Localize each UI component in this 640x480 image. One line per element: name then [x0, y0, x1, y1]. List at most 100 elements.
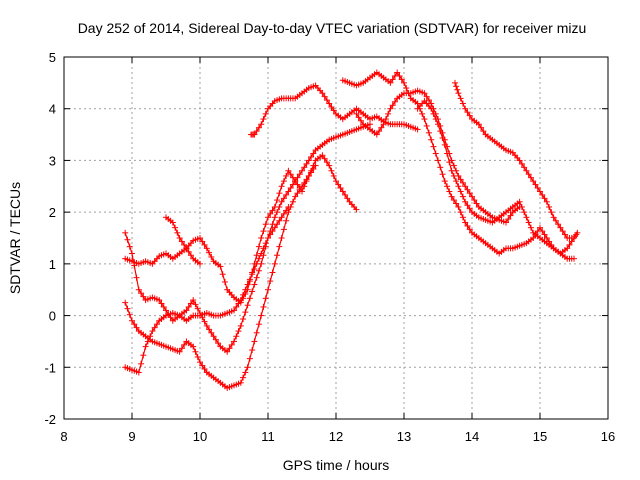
data-point-marker	[299, 183, 305, 190]
data-point-marker	[421, 116, 428, 123]
data-point-marker	[287, 185, 294, 192]
data-point-marker	[296, 171, 303, 178]
data-point-marker	[546, 203, 553, 210]
data-point-marker	[459, 193, 466, 200]
y-tick-label: 3	[49, 153, 56, 168]
data-point-marker	[287, 171, 294, 178]
x-tick-label: 12	[329, 429, 343, 444]
data-point-marker	[262, 221, 269, 228]
data-point-marker	[285, 167, 292, 174]
data-point-marker	[201, 366, 208, 373]
data-point-marker	[278, 214, 285, 221]
data-point-marker	[448, 193, 455, 200]
data-point-marker	[525, 219, 532, 226]
data-point-marker	[124, 236, 131, 243]
data-point-marker	[464, 202, 471, 209]
data-point-marker	[138, 360, 145, 367]
data-point-marker	[450, 197, 457, 204]
data-point-marker	[446, 188, 453, 195]
data-point-marker	[419, 110, 426, 117]
data-point-marker	[574, 229, 581, 236]
data-point-marker	[430, 110, 437, 117]
data-point-marker	[262, 240, 269, 247]
data-point-marker	[172, 224, 179, 231]
data-point-marker	[151, 324, 158, 331]
data-point-marker	[240, 291, 247, 298]
data-point-marker	[276, 217, 283, 224]
data-point-marker	[265, 286, 271, 293]
data-point-marker	[335, 181, 342, 188]
series-line	[417, 100, 575, 255]
data-point-marker	[310, 166, 317, 173]
data-point-marker	[244, 364, 251, 371]
data-point-marker	[462, 183, 469, 190]
data-point-marker	[242, 286, 249, 293]
data-point-marker	[249, 288, 256, 295]
series-s1	[122, 152, 360, 306]
data-point-marker	[330, 107, 337, 114]
data-point-marker	[233, 333, 240, 340]
data-point-marker	[464, 186, 471, 193]
data-point-marker	[455, 90, 462, 97]
data-point-marker	[271, 214, 278, 221]
data-point-marker	[258, 121, 265, 128]
data-point-marker	[185, 248, 192, 255]
data-point-marker	[192, 348, 199, 355]
data-point-marker	[414, 126, 421, 133]
data-point-marker	[328, 103, 335, 110]
data-point-marker	[260, 228, 267, 235]
y-tick-label: 4	[49, 102, 56, 117]
data-point-marker	[206, 249, 213, 256]
data-point-marker	[459, 100, 466, 107]
data-point-marker	[391, 98, 398, 105]
data-point-marker	[224, 348, 231, 355]
data-point-marker	[543, 198, 550, 205]
data-point-marker	[478, 124, 485, 131]
data-point-marker	[138, 290, 145, 297]
x-tick-label: 11	[261, 429, 275, 444]
data-point-marker	[237, 379, 244, 386]
data-point-marker	[246, 295, 253, 302]
data-point-marker	[235, 300, 242, 307]
data-point-marker	[280, 178, 287, 185]
data-point-marker	[253, 128, 260, 135]
data-point-marker	[201, 241, 208, 248]
data-point-marker	[226, 345, 233, 352]
data-point-marker	[140, 293, 147, 300]
data-point-marker	[160, 303, 167, 310]
data-point-marker	[466, 226, 473, 233]
data-point-marker	[423, 93, 430, 100]
data-point-marker	[242, 369, 249, 376]
data-point-marker	[308, 169, 315, 176]
data-point-marker	[330, 172, 337, 179]
data-point-marker	[187, 300, 194, 307]
data-point-marker	[192, 301, 199, 308]
series-line	[124, 165, 317, 389]
data-point-marker	[255, 255, 262, 262]
data-point-marker	[246, 276, 253, 283]
series-line	[454, 82, 578, 239]
data-point-marker	[457, 209, 464, 216]
data-point-marker	[453, 200, 460, 207]
data-point-marker	[122, 229, 129, 236]
data-point-marker	[149, 328, 156, 335]
data-point-marker	[221, 278, 228, 285]
data-point-marker	[240, 316, 247, 323]
data-point-marker	[355, 114, 362, 121]
data-point-marker	[450, 162, 457, 169]
data-point-marker	[203, 322, 210, 329]
data-point-marker	[457, 95, 464, 102]
data-point-marker	[217, 263, 224, 270]
data-point-marker	[505, 216, 512, 223]
data-point-marker	[428, 136, 435, 143]
data-point-marker	[394, 69, 401, 76]
x-tick-label: 9	[128, 429, 135, 444]
data-point-marker	[469, 193, 475, 200]
data-point-marker	[242, 309, 249, 316]
data-point-marker	[197, 359, 203, 366]
data-point-marker	[432, 150, 439, 157]
data-point-marker	[541, 231, 548, 238]
data-point-marker	[305, 157, 312, 164]
data-point-marker	[435, 157, 441, 164]
y-tick-label: 5	[49, 50, 56, 65]
